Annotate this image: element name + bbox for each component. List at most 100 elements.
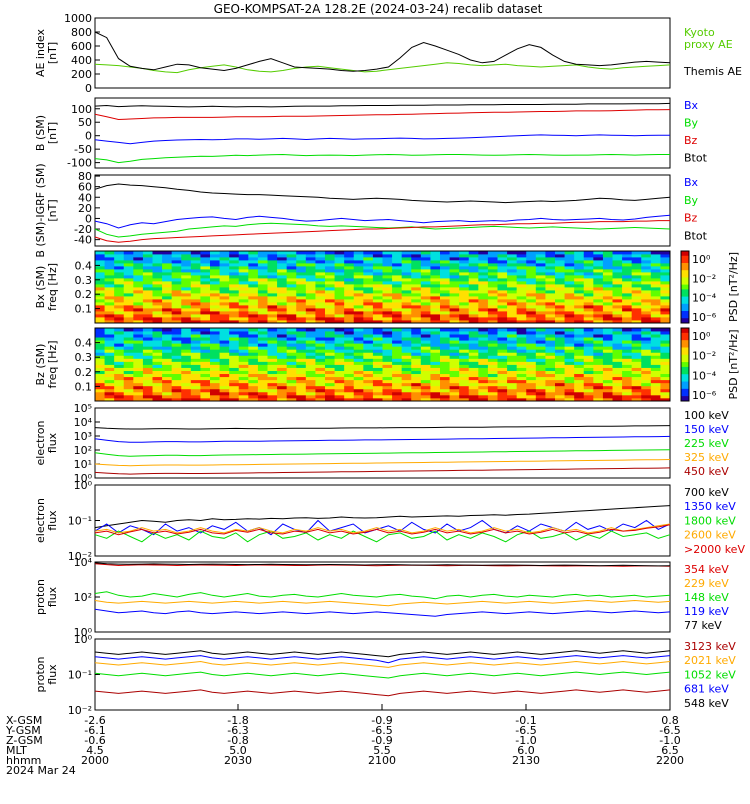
spectrogram-cell <box>200 266 211 270</box>
spectrogram-cell <box>267 373 278 378</box>
spectrogram-cell <box>487 355 498 359</box>
spectrogram-cell <box>162 296 173 300</box>
spectrogram-cell <box>411 308 422 312</box>
spectrogram-cell <box>650 281 661 285</box>
spectrogram-cell <box>631 254 642 258</box>
series-line <box>94 671 671 679</box>
spectrogram-cell <box>162 382 173 387</box>
spectrogram-cell <box>210 367 220 371</box>
y-tick-label: 10³ <box>74 430 92 443</box>
spectrogram-cell <box>229 293 240 297</box>
spectrogram-cell <box>631 281 642 285</box>
spectrogram-cell <box>229 281 240 285</box>
spectrogram-cell <box>171 352 182 356</box>
spectrogram-cell <box>344 331 355 335</box>
series-line <box>94 153 670 164</box>
spectrogram-cell <box>401 361 412 365</box>
spectrogram-cell <box>401 376 412 381</box>
colorbar-swatch <box>681 386 689 390</box>
spectrogram-cell <box>535 358 546 362</box>
spectrogram-cell <box>478 388 489 393</box>
spectrogram-cell <box>478 385 489 390</box>
spectrogram-cell <box>104 269 115 273</box>
spectrogram-cell <box>497 352 508 356</box>
spectrogram-cell <box>123 376 134 381</box>
spectrogram-cell <box>296 305 307 309</box>
spectrogram-cell <box>660 370 671 375</box>
spectrogram-cell <box>277 391 288 396</box>
spectrogram-cell <box>497 394 508 399</box>
spectrogram-cell <box>181 355 192 359</box>
spectrogram-cell <box>641 337 652 341</box>
spectrogram-cell <box>449 305 460 309</box>
spectrogram-cell <box>459 251 470 255</box>
spectrogram-cell <box>660 373 671 378</box>
spectrogram-cell <box>267 284 278 288</box>
spectrogram-cell <box>602 311 613 315</box>
spectrogram-cell <box>545 328 556 332</box>
spectrogram-cell <box>229 254 240 258</box>
spectrogram-cell <box>516 331 527 335</box>
spectrogram-cell <box>171 251 182 255</box>
spectrogram-cell <box>526 379 537 384</box>
spectrogram-cell <box>353 305 364 309</box>
spectrogram-cell <box>401 317 412 321</box>
y-tick-label: 0.4 <box>75 259 93 272</box>
spectrogram-cell <box>401 382 412 387</box>
spectrogram-cell <box>142 251 153 255</box>
spectrogram-cell <box>641 340 652 344</box>
spectrogram-cell <box>152 349 163 353</box>
spectrogram-cell <box>602 275 613 279</box>
spectrogram-cell <box>104 260 115 264</box>
spectrogram-cell <box>219 346 230 350</box>
spectrogram-cell <box>325 260 335 264</box>
spectrogram-cell <box>564 251 575 255</box>
spectrogram-cell <box>641 364 652 368</box>
spectrogram-cell <box>516 397 527 402</box>
spectrogram-cell <box>104 305 115 309</box>
spectrogram-cell <box>171 302 182 306</box>
spectrogram-cell <box>660 290 671 294</box>
legend-entry: 1800 keV <box>684 514 736 527</box>
spectrogram-cell <box>372 287 383 291</box>
spectrogram-cell <box>334 254 345 258</box>
spectrogram-cell <box>267 331 278 335</box>
spectrogram-cell <box>219 349 230 353</box>
spectrogram-cell <box>535 334 546 338</box>
spectrogram-cell <box>535 257 546 261</box>
spectrogram-cell <box>229 394 240 399</box>
legend-entry: 77 keV <box>684 619 722 632</box>
spectrogram-cell <box>372 382 383 387</box>
spectrogram-cell <box>257 311 268 315</box>
spectrogram-cell <box>660 302 671 306</box>
spectrogram-cell <box>353 328 364 332</box>
spectrogram-cell <box>315 269 326 273</box>
spectrogram-cell <box>171 293 182 297</box>
spectrogram-cell <box>181 367 192 371</box>
colorbar-swatch <box>681 374 689 378</box>
spectrogram-cell <box>650 317 661 321</box>
spectrogram-cell <box>545 314 556 318</box>
spectrogram-cell <box>612 340 623 344</box>
spectrogram-cell <box>248 290 259 294</box>
spectrogram-cell <box>631 358 642 362</box>
spectrogram-cell <box>142 394 153 399</box>
spectrogram-cell <box>133 275 144 279</box>
spectrogram-cell <box>468 317 479 321</box>
spectrogram-cell <box>660 260 671 264</box>
spectrogram-cell <box>95 260 105 264</box>
spectrogram-cell <box>612 278 623 282</box>
spectrogram-cell <box>190 343 201 347</box>
spectrogram-cell <box>459 275 470 279</box>
spectrogram-cell <box>440 311 450 315</box>
spectrogram-cell <box>305 263 316 267</box>
spectrogram-cell <box>142 373 153 378</box>
legend-entry: By <box>684 194 699 207</box>
spectrogram-cell <box>305 287 316 291</box>
spectrogram-cell <box>497 355 508 359</box>
spectrogram-cell <box>660 266 671 270</box>
footer-row-label: MLT <box>6 744 27 757</box>
spectrogram-cell <box>650 397 661 402</box>
spectrogram-cell <box>420 314 431 318</box>
colorbar-swatch <box>681 320 689 324</box>
